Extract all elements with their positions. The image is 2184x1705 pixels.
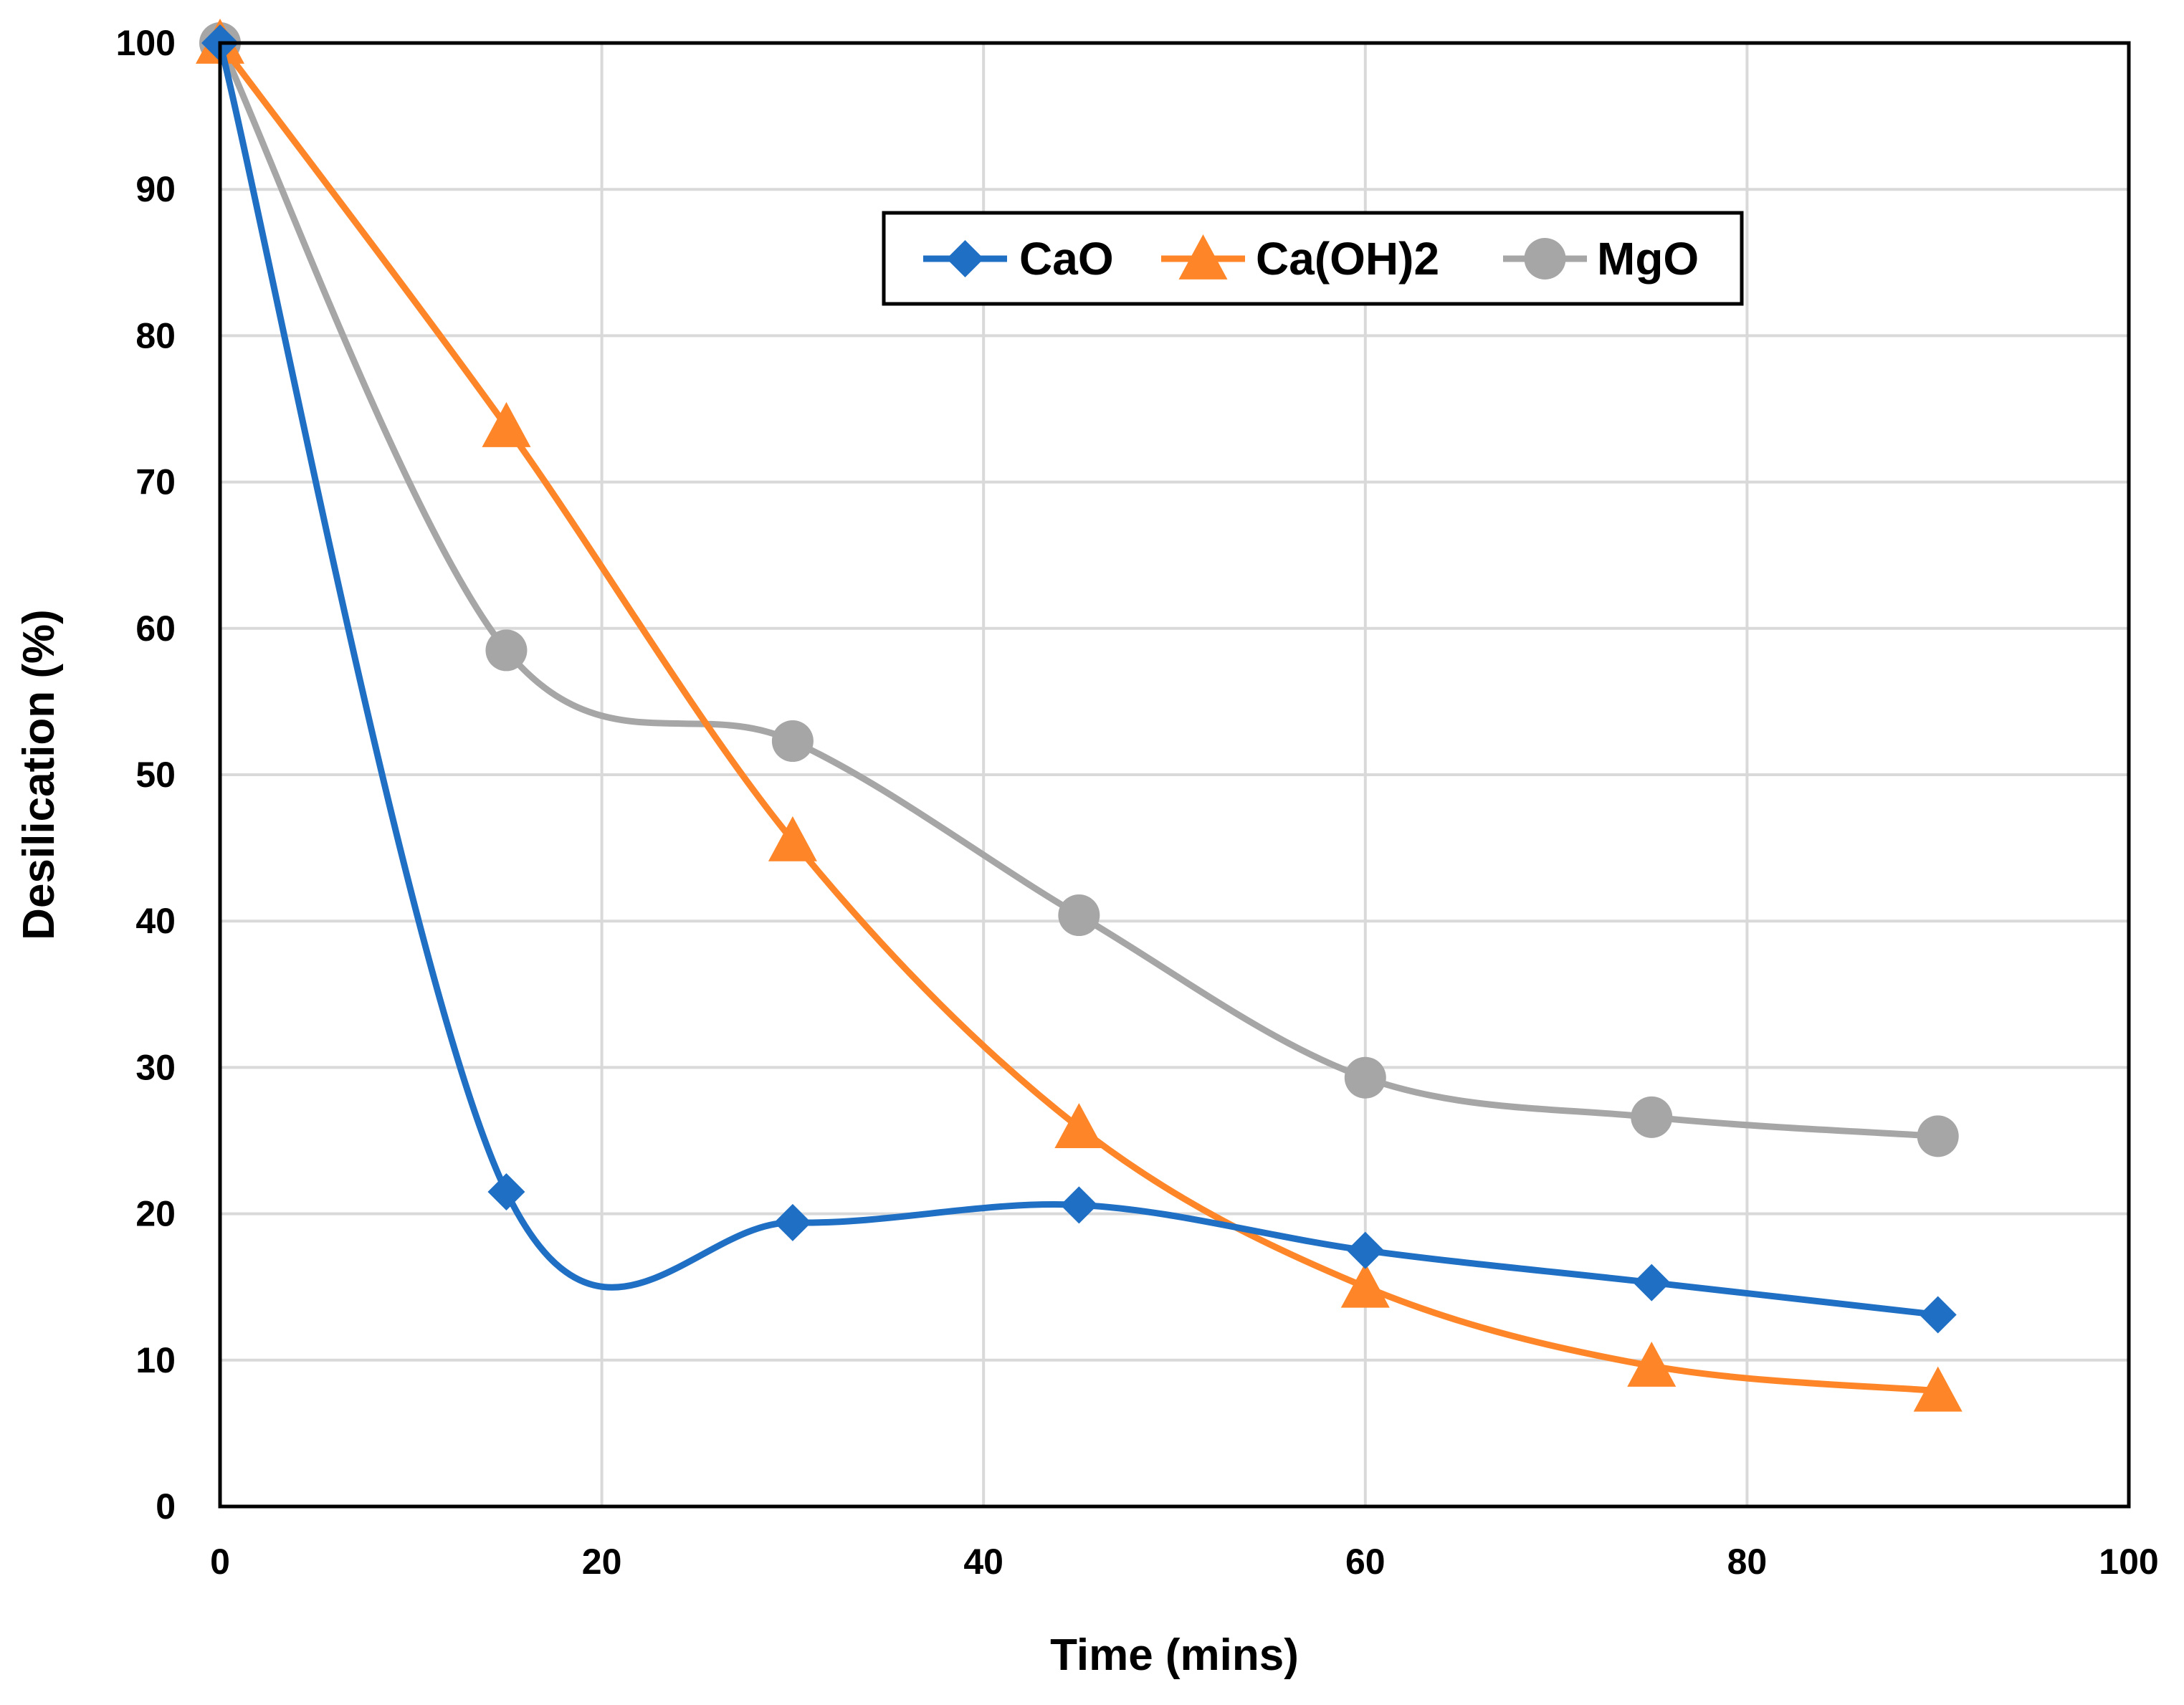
y-tick-label: 10: [135, 1340, 176, 1380]
y-tick-label: 70: [135, 462, 176, 502]
x-tick-label: 0: [210, 1542, 230, 1582]
data-point-mgo: [1344, 1056, 1386, 1099]
legend-marker-caoh2: [1178, 234, 1228, 280]
data-point-cao: [1060, 1186, 1098, 1224]
data-point-cao: [1633, 1264, 1671, 1302]
data-point-caoh2: [1627, 1341, 1677, 1387]
y-tick-label: 100: [116, 23, 176, 63]
legend: CaO Ca(OH)2 MgO: [882, 211, 1744, 306]
x-axis-title: Time (mins): [1050, 1630, 1299, 1680]
y-tick-label: 50: [135, 755, 176, 795]
x-tick-label: 60: [1345, 1542, 1386, 1582]
x-tick-label: 20: [582, 1542, 622, 1582]
data-point-caoh2: [1054, 1103, 1104, 1149]
legend-marker-cao: [946, 240, 984, 277]
data-point-cao: [487, 1173, 525, 1210]
y-tick-label: 20: [135, 1194, 176, 1234]
data-point-mgo: [485, 629, 528, 672]
data-point-caoh2: [768, 816, 817, 861]
y-tick-label: 90: [135, 169, 176, 209]
y-tick-label: 30: [135, 1047, 176, 1087]
data-point-mgo: [1058, 894, 1100, 937]
legend-label-mgo: MgO: [1597, 233, 1699, 285]
data-point-cao: [1346, 1231, 1384, 1269]
data-point-caoh2: [1340, 1262, 1390, 1308]
data-point-mgo: [1631, 1096, 1673, 1138]
legend-entry-cao: CaO: [923, 233, 1114, 285]
data-point-mgo: [771, 720, 814, 763]
legend-entry-caoh2: Ca(OH)2: [1161, 233, 1439, 285]
y-tick-label: 40: [135, 901, 176, 941]
legend-entry-mgo: MgO: [1503, 233, 1699, 285]
legend-marker-mgo: [1524, 238, 1566, 280]
series-line-cao: [216, 39, 1942, 1318]
x-tick-label: 100: [2099, 1542, 2158, 1582]
data-point-cao: [1919, 1296, 1957, 1334]
legend-box: [882, 211, 1744, 306]
tick-labels: 0 10 20 30 40 50 60 70 80 90 100 0 20 40 60 80 100: [116, 23, 2159, 1582]
y-axis-title: Desilication (%): [14, 609, 64, 940]
y-tick-label: 0: [156, 1486, 176, 1527]
y-tick-label: 80: [135, 315, 176, 355]
y-tick-label: 60: [135, 608, 176, 649]
legend-label-caoh2: Ca(OH)2: [1256, 233, 1439, 285]
series-line-caoh2: [216, 39, 1942, 1395]
legend-label-cao: CaO: [1019, 233, 1114, 285]
series-caoh2: [196, 19, 1963, 1412]
data-point-cao: [773, 1203, 811, 1241]
plot-area-border: [218, 41, 2131, 1509]
data-point-mgo: [1917, 1115, 1959, 1157]
data-point-caoh2: [1913, 1366, 1963, 1412]
x-tick-label: 40: [963, 1542, 1003, 1582]
data-point-caoh2: [482, 402, 531, 447]
x-tick-label: 80: [1727, 1542, 1768, 1582]
